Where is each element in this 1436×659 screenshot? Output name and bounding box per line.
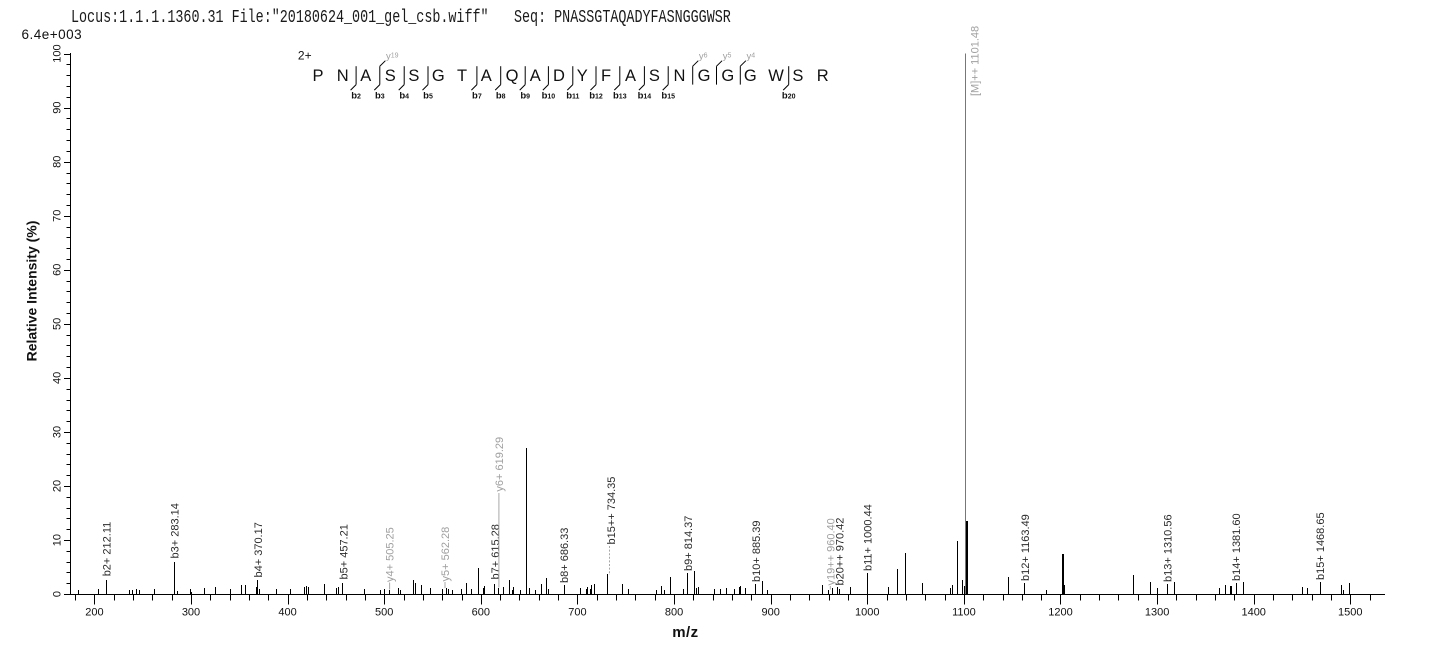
svg-text:300: 300 xyxy=(182,606,200,618)
svg-text:b20: b20 xyxy=(782,91,796,102)
svg-text:700: 700 xyxy=(568,606,586,618)
svg-text:1300: 1300 xyxy=(1145,606,1169,618)
svg-text:20: 20 xyxy=(52,480,64,492)
svg-text:b13+ 1310.56: b13+ 1310.56 xyxy=(1163,514,1175,582)
svg-text:b8+ 686.33: b8+ 686.33 xyxy=(559,528,571,583)
svg-text:T: T xyxy=(457,67,467,85)
svg-text:A: A xyxy=(625,67,636,85)
svg-text:60: 60 xyxy=(52,264,64,276)
svg-text:50: 50 xyxy=(52,318,64,330)
svg-text:30: 30 xyxy=(52,426,64,438)
svg-text:b9+ 814.37: b9+ 814.37 xyxy=(683,516,695,571)
svg-text:400: 400 xyxy=(278,606,296,618)
svg-text:G: G xyxy=(432,67,445,85)
svg-text:S: S xyxy=(408,67,419,85)
svg-text:b14: b14 xyxy=(638,91,652,102)
svg-text:S: S xyxy=(792,67,803,85)
svg-text:b2: b2 xyxy=(351,91,361,102)
svg-text:b4+ 370.17: b4+ 370.17 xyxy=(253,522,265,577)
svg-text:S: S xyxy=(649,67,660,85)
svg-text:40: 40 xyxy=(52,372,64,384)
svg-text:y4+ 505.25: y4+ 505.25 xyxy=(385,527,397,582)
svg-text:[M]++ 1101.48: [M]++ 1101.48 xyxy=(969,26,981,96)
svg-text:90: 90 xyxy=(52,101,64,113)
svg-text:b3: b3 xyxy=(375,91,385,102)
svg-text:1200: 1200 xyxy=(1048,606,1072,618)
svg-text:b9: b9 xyxy=(520,91,530,102)
svg-text:100: 100 xyxy=(52,44,64,62)
svg-text:b7+ 615.28: b7+ 615.28 xyxy=(490,524,502,579)
svg-text:m/z: m/z xyxy=(672,624,698,641)
svg-text:S: S xyxy=(385,67,396,85)
svg-text:1500: 1500 xyxy=(1338,606,1362,618)
svg-text:y19++ 960.40: y19++ 960.40 xyxy=(825,518,837,585)
svg-text:b11+ 1000.44: b11+ 1000.44 xyxy=(863,504,875,571)
svg-text:y5+ 562.28: y5+ 562.28 xyxy=(440,527,452,582)
svg-text:10: 10 xyxy=(52,534,64,546)
svg-text:b8: b8 xyxy=(496,91,506,102)
svg-text:900: 900 xyxy=(762,606,780,618)
svg-text:1400: 1400 xyxy=(1241,606,1265,618)
svg-text:W: W xyxy=(768,67,784,85)
svg-text:P: P xyxy=(312,67,323,85)
svg-text:600: 600 xyxy=(472,606,490,618)
svg-text:b2+ 212.11: b2+ 212.11 xyxy=(102,522,114,577)
svg-text:A: A xyxy=(360,67,371,85)
svg-text:b12+ 1163.49: b12+ 1163.49 xyxy=(1020,514,1032,581)
svg-text:6.4e+003: 6.4e+003 xyxy=(22,27,83,42)
svg-text:Relative Intensity (%): Relative Intensity (%) xyxy=(24,221,40,362)
svg-text:b13: b13 xyxy=(613,91,627,102)
svg-text:200: 200 xyxy=(85,606,103,618)
svg-text:2+: 2+ xyxy=(298,49,312,63)
svg-text:y6+ 619.29: y6+ 619.29 xyxy=(494,437,506,492)
svg-text:b7: b7 xyxy=(472,91,482,102)
svg-text:b5: b5 xyxy=(423,91,433,102)
svg-text:G: G xyxy=(744,67,757,85)
svg-text:R: R xyxy=(817,67,829,85)
svg-text:b12: b12 xyxy=(589,91,603,102)
svg-text:b3+ 283.14: b3+ 283.14 xyxy=(169,503,181,558)
svg-text:G: G xyxy=(721,67,734,85)
svg-text:N: N xyxy=(674,67,686,85)
svg-text:y6: y6 xyxy=(699,51,708,62)
svg-text:b5+ 457.21: b5+ 457.21 xyxy=(338,524,350,579)
svg-text:Locus:1.1.1.1360.31 File:"2018: Locus:1.1.1.1360.31 File:"20180624_001_g… xyxy=(71,7,489,28)
svg-text:b15+ 1468.65: b15+ 1468.65 xyxy=(1315,512,1327,580)
svg-text:y5: y5 xyxy=(723,51,732,62)
svg-text:b11: b11 xyxy=(566,91,579,102)
svg-text:b14+ 1381.60: b14+ 1381.60 xyxy=(1231,513,1243,581)
svg-text:b20++ 970.42: b20++ 970.42 xyxy=(834,518,846,586)
svg-text:Y: Y xyxy=(577,67,588,85)
svg-text:Q: Q xyxy=(506,67,519,85)
svg-text:b10: b10 xyxy=(542,91,556,102)
svg-text:F: F xyxy=(601,67,611,85)
svg-text:70: 70 xyxy=(52,210,64,222)
svg-text:80: 80 xyxy=(52,156,64,168)
svg-text:b10+ 885.39: b10+ 885.39 xyxy=(751,521,763,582)
svg-text:A: A xyxy=(481,67,492,85)
svg-text:N: N xyxy=(337,67,349,85)
svg-text:0: 0 xyxy=(52,591,64,597)
svg-text:800: 800 xyxy=(665,606,683,618)
svg-text:500: 500 xyxy=(375,606,393,618)
svg-text:Seq: PNASSGTAQADYFASNGGGWSR: Seq: PNASSGTAQADYFASNGGGWSR xyxy=(514,7,731,28)
svg-text:D: D xyxy=(553,67,565,85)
svg-text:1100: 1100 xyxy=(952,606,976,618)
svg-text:b15: b15 xyxy=(661,91,675,102)
svg-text:1000: 1000 xyxy=(855,606,879,618)
svg-text:y4: y4 xyxy=(747,51,756,62)
svg-text:b15++ 734.35: b15++ 734.35 xyxy=(606,477,618,545)
svg-text:b4: b4 xyxy=(399,91,409,102)
svg-text:G: G xyxy=(698,67,711,85)
svg-text:y19: y19 xyxy=(386,51,399,62)
svg-text:A: A xyxy=(530,67,541,85)
